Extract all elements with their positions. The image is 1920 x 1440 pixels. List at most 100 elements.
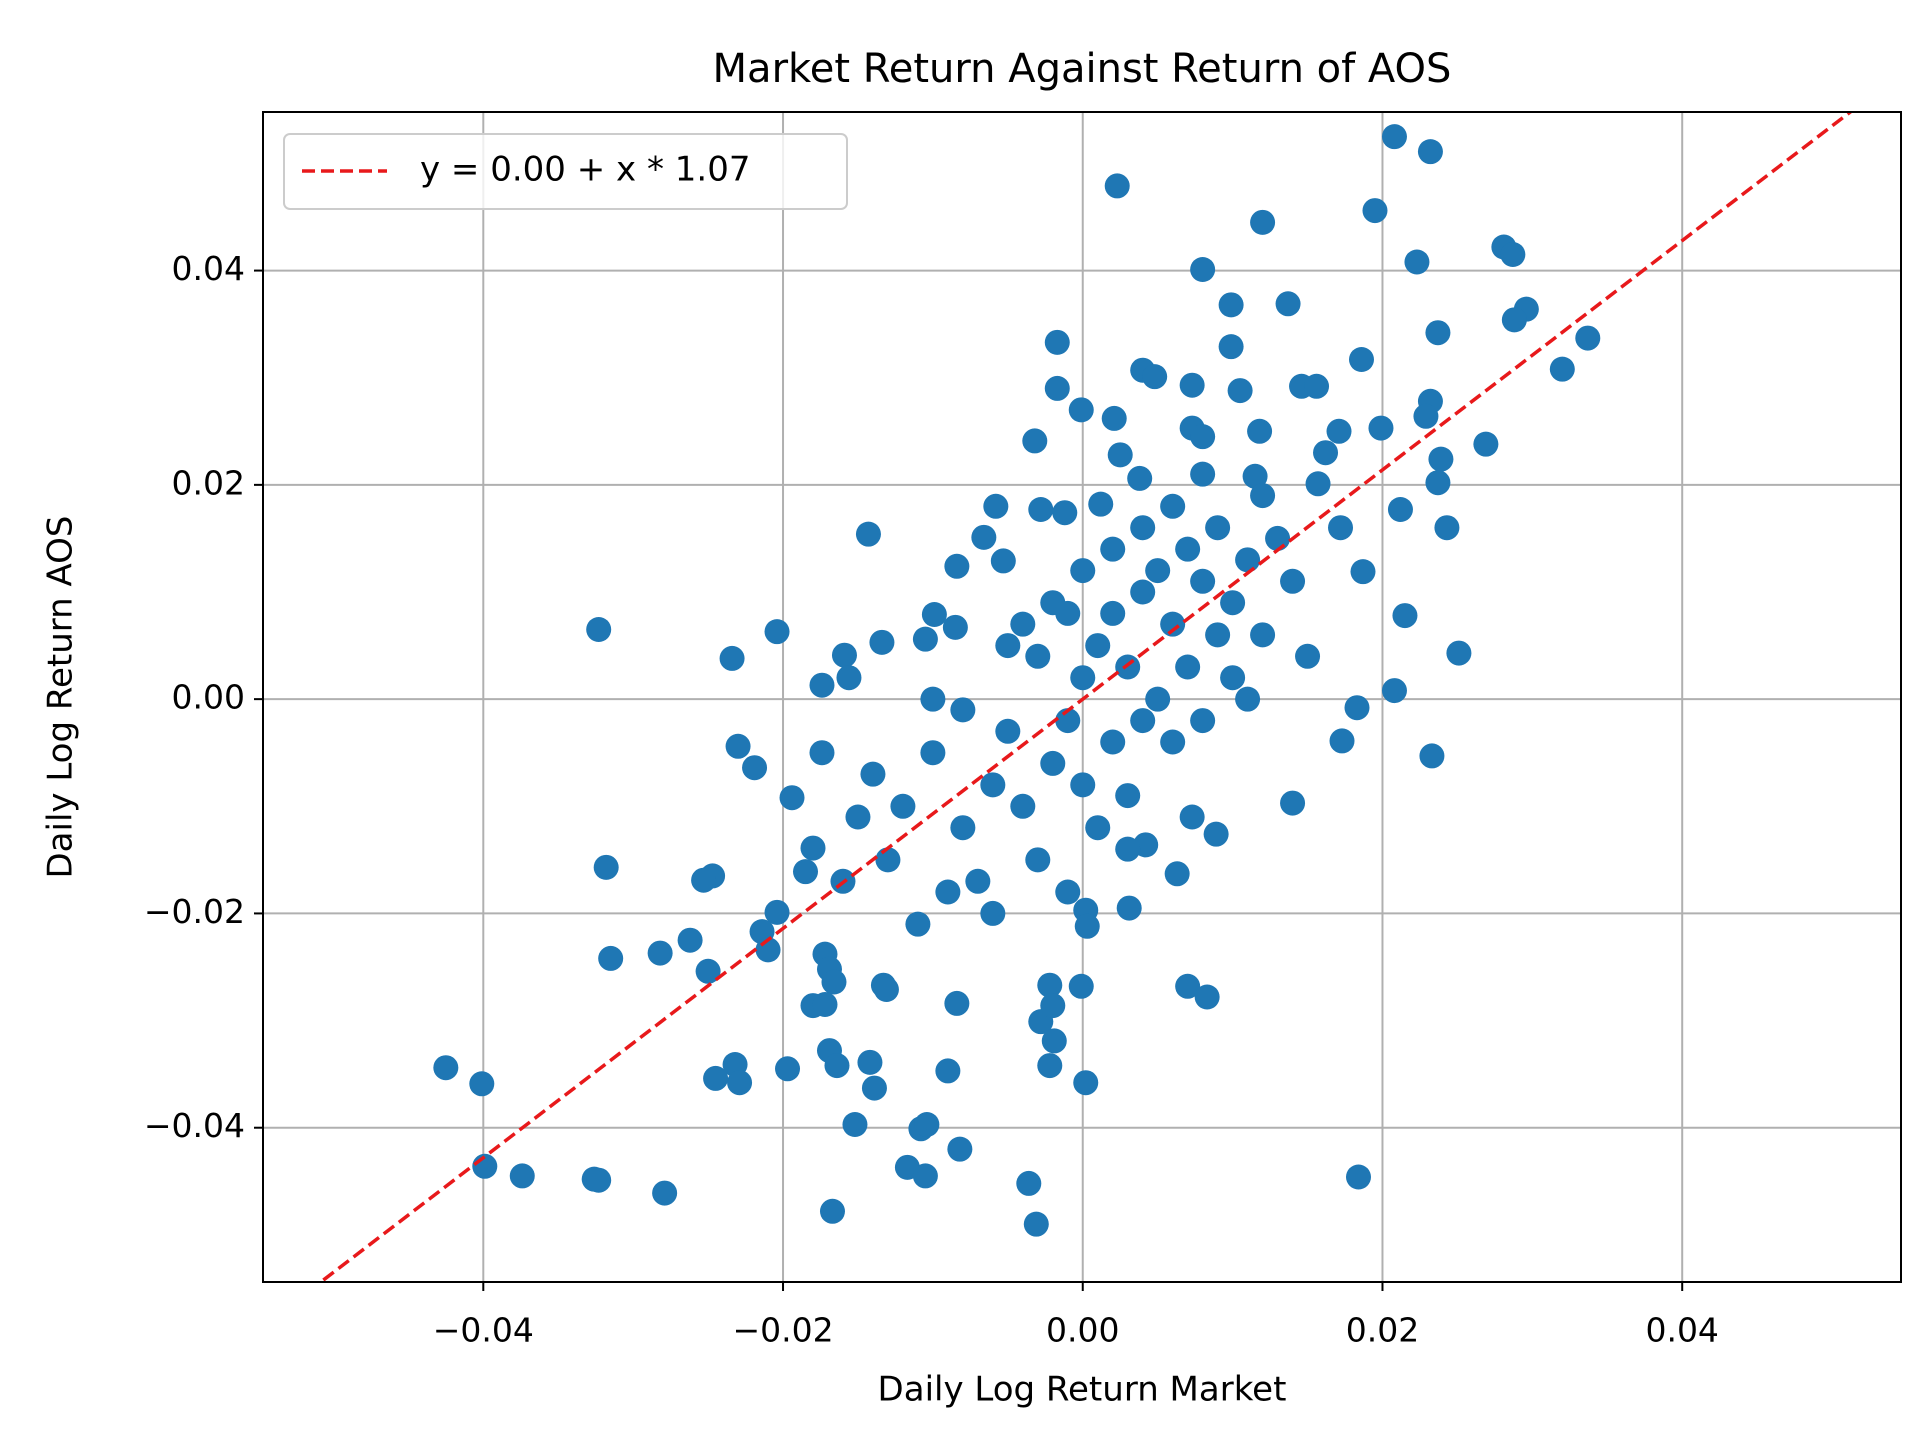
scatter-point <box>1250 622 1276 648</box>
scatter-point <box>1190 424 1216 450</box>
scatter-point <box>764 619 790 645</box>
scatter-point <box>1145 686 1171 712</box>
scatter-point <box>819 1198 845 1224</box>
scatter-point <box>980 900 1006 926</box>
scatter-point <box>1280 568 1306 594</box>
scatter-point <box>821 969 847 995</box>
scatter-point <box>1387 497 1413 522</box>
y-tick-label: −0.02 <box>144 892 245 931</box>
legend-box <box>283 133 848 210</box>
scatter-point <box>1413 403 1439 429</box>
scatter-point <box>875 847 901 873</box>
scatter-point <box>812 992 838 1017</box>
scatter-point <box>914 1112 940 1137</box>
scatter-point <box>947 1136 973 1162</box>
scatter-point <box>1115 836 1141 862</box>
scatter-point <box>1055 708 1081 734</box>
x-tick-label: −0.02 <box>732 1311 833 1350</box>
scatter-point <box>1179 804 1205 830</box>
scatter-point <box>873 977 899 1002</box>
scatter-point <box>1381 678 1407 704</box>
scatter-point <box>942 614 968 640</box>
scatter-point <box>1344 695 1370 721</box>
scatter-point <box>995 633 1021 659</box>
scatter-point <box>1425 470 1451 496</box>
scatter-point <box>695 958 721 984</box>
scatter-point <box>586 617 612 642</box>
scatter-point <box>920 740 946 766</box>
scatter-point <box>1055 879 1081 905</box>
scatter-point <box>1016 1170 1042 1196</box>
scatter-point <box>1010 611 1036 637</box>
scatter-point <box>703 1065 729 1091</box>
scatter-point <box>1070 558 1096 584</box>
scatter-point <box>980 772 1006 798</box>
fit-layer <box>317 112 1854 1282</box>
scatter-point <box>905 911 931 937</box>
scatter-point <box>1194 984 1220 1010</box>
scatter-point <box>1501 307 1527 333</box>
scatter-point <box>1070 665 1096 691</box>
scatter-point <box>1190 708 1216 734</box>
scatter-point <box>742 755 768 781</box>
scatter-point <box>1220 590 1246 616</box>
scatter-point <box>1073 1070 1099 1096</box>
scatter-point <box>944 990 970 1016</box>
y-tick-label: −0.04 <box>144 1106 245 1145</box>
scatter-point <box>1419 743 1445 769</box>
y-tick-label: 0.00 <box>172 678 245 717</box>
scatter-point <box>593 854 619 880</box>
scatter-point <box>971 524 997 550</box>
scatter-point <box>1041 1028 1067 1054</box>
scatter-point <box>869 629 895 655</box>
scatter-point <box>1115 783 1141 809</box>
scatter-point <box>1220 665 1246 691</box>
scatter-point <box>677 927 703 953</box>
scatter-point <box>1130 579 1156 605</box>
scatter-point <box>1037 1053 1063 1079</box>
scatter-point <box>912 1163 938 1189</box>
scatter-point <box>1549 356 1575 382</box>
scatter-point <box>1362 198 1388 224</box>
scatter-point <box>855 521 881 547</box>
scatter-point <box>586 1167 612 1193</box>
scatter-point <box>1142 364 1168 390</box>
scatter-point <box>809 672 835 698</box>
scatter-point <box>1070 772 1096 798</box>
scatter-point <box>433 1055 459 1081</box>
scatter-point <box>912 626 938 652</box>
chart-title: Market Return Against Return of AOS <box>713 46 1452 92</box>
scatter-point <box>1104 173 1130 199</box>
scatter-point <box>1164 861 1190 887</box>
scatter-point <box>861 1075 887 1101</box>
scatter-point <box>1350 559 1376 585</box>
scatter-point <box>1304 373 1330 399</box>
scatter-point <box>1348 347 1374 372</box>
scatter-point <box>1305 471 1331 497</box>
scatter-point <box>842 1112 868 1137</box>
scatter-point <box>1425 320 1451 346</box>
scatter-point <box>1179 372 1205 398</box>
scatter-point <box>1085 815 1111 841</box>
scatter-point <box>1101 405 1127 431</box>
legend: y = 0.00 + x * 1.07 <box>283 133 848 210</box>
scatter-point <box>1028 497 1054 522</box>
scatter-point <box>1068 397 1094 423</box>
scatter-point <box>1116 895 1142 921</box>
y-tick-label: 0.04 <box>172 249 245 288</box>
scatter-point <box>1329 728 1355 754</box>
scatter-point <box>965 868 991 894</box>
scatter-point <box>1205 622 1231 648</box>
scatter-point <box>1326 418 1352 444</box>
scatter-point <box>1190 461 1216 487</box>
scatter-point <box>1074 913 1100 939</box>
scatter-point <box>1235 547 1261 573</box>
scatter-point <box>598 945 624 971</box>
scatter-point <box>1025 847 1051 873</box>
scatter-point <box>1127 465 1153 491</box>
scatter-point <box>1381 124 1407 150</box>
scatter-point <box>1023 1211 1049 1237</box>
scatter-point <box>1052 500 1078 526</box>
scatter-point <box>1203 821 1229 847</box>
scatter-point <box>1205 515 1231 541</box>
